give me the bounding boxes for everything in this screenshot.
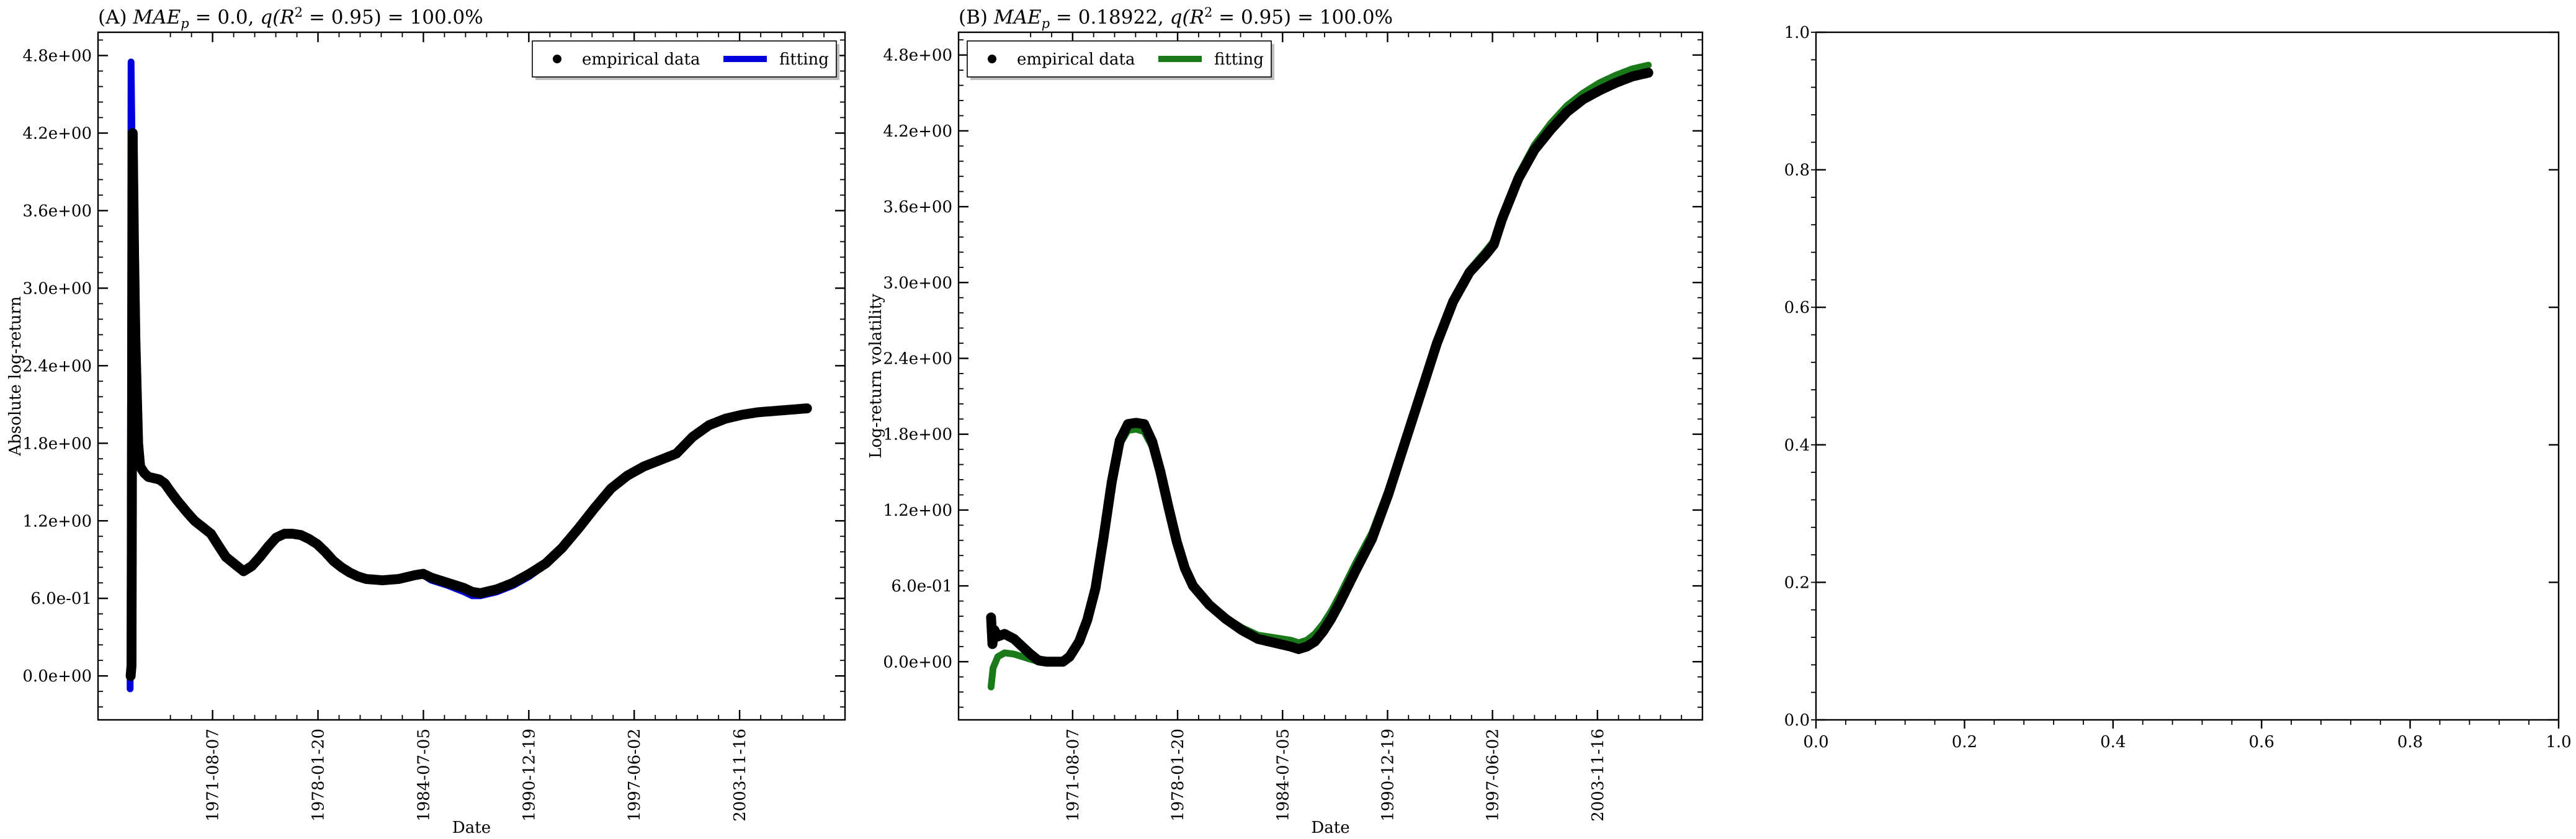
y-tick-label: 3.0e+00 [883,274,952,292]
x-tick-label: 2003-11-16 [1589,729,1608,822]
x-tick-label: 0.4 [2100,733,2126,752]
y-tick-label: 3.6e+00 [22,202,92,220]
x-tick-label: 0.2 [1952,733,1977,752]
x-tick-label: 1990-12-19 [1379,729,1397,822]
y-tick-label: 4.2e+00 [883,122,952,141]
y-tick-label: 0.6 [1784,298,1810,317]
y-axis-label: Log-return volatility [867,294,885,459]
y-tick-label: 2.4e+00 [883,349,952,368]
plot-area [125,58,812,693]
x-axis-label: Date [452,819,491,837]
x-tick-label: 1971-08-07 [1064,729,1083,822]
chart-panel-3: 0.0 0.2 0.4 0.6 0.8 1.0 0.0 0.2 0.4 0.6 0.8 1.0 [1784,24,2572,752]
axes-frame [97,31,846,721]
y-tick-label: 3.6e+00 [883,198,952,217]
x-tick-label: 0.8 [2397,733,2423,752]
x-tick-label: 1.0 [2546,733,2571,752]
y-tick-label: 0.8 [1784,161,1810,180]
legend-label-empirical: empirical data [1017,50,1135,69]
chart-panel-1: (A) MAEp = 0.0, q(R2 = 0.95) = 100.0% 0.0… [6,5,846,837]
x-tick-label: 1971-08-07 [204,729,223,822]
x-tick-label: 1984-07-05 [1274,729,1292,822]
x-tick-label: 1997-06-02 [625,729,644,822]
y-tick-label: 4.8e+00 [883,47,952,65]
x-axis-label: Date [1311,819,1349,837]
y-tick-label: 3.0e+00 [22,279,92,298]
plot-area [986,61,1653,691]
x-tick-label: 0.0 [1803,733,1828,752]
legend-label-empirical: empirical data [582,50,700,69]
x-tick-label: 0.6 [2249,733,2274,752]
empirical-data-point [802,403,812,414]
chart-panel-2: (B) MAEp = 0.18922, q(R2 = 0.95) = 100.0… [867,5,1704,837]
y-tick-label: 6.0e-01 [30,590,92,608]
empirical-data-series [125,128,812,681]
legend-dot-marker [553,55,561,63]
axes-frame [1815,31,2560,721]
y-tick-label: 1.0 [1784,24,1810,42]
panel-title: (A) MAEp = 0.0, q(R2 = 0.95) = 100.0% [98,5,483,31]
y-tick-label: 1.2e+00 [22,512,92,531]
x-tick-label: 1984-07-05 [414,729,433,822]
legend-box [532,40,837,78]
y-tick-label: 4.8e+00 [22,47,92,65]
y-tick-label: 0.4 [1784,436,1810,455]
y-tick-label: 2.4e+00 [22,357,92,375]
axes-frame [957,31,1704,721]
x-tick-label: 1978-01-20 [310,729,328,822]
y-axis-label: Absolute log-return [6,296,25,456]
y-tick-label: 4.2e+00 [22,124,92,143]
legend-label-fitting: fitting [1214,50,1264,69]
empirical-data-series [986,68,1653,667]
y-tick-label: 6.0e-01 [891,577,952,596]
x-tick-label: 1978-01-20 [1169,729,1187,822]
x-tick-label: 2003-11-16 [731,729,749,822]
y-tick-label: 0.2 [1784,573,1810,592]
empirical-data-point [1643,68,1653,78]
legend: empirical data fitting [967,40,1274,80]
y-tick-label: 1.8e+00 [883,426,952,444]
y-tick-label: 0.0e+00 [883,653,952,671]
y-tick-label: 1.8e+00 [22,434,92,453]
y-tick-label: 1.2e+00 [883,501,952,520]
y-tick-label: 0.0e+00 [22,667,92,686]
x-tick-label: 1990-12-19 [520,729,539,822]
legend-dot-marker [988,55,996,63]
legend-label-fitting: fitting [779,50,829,69]
y-tick-label: 0.0 [1784,711,1810,730]
panel-title: (B) MAEp = 0.18922, q(R2 = 0.95) = 100.0… [959,5,1393,31]
legend-box [967,40,1272,78]
legend: empirical data fitting [532,40,839,80]
x-tick-label: 1997-06-02 [1484,729,1503,822]
